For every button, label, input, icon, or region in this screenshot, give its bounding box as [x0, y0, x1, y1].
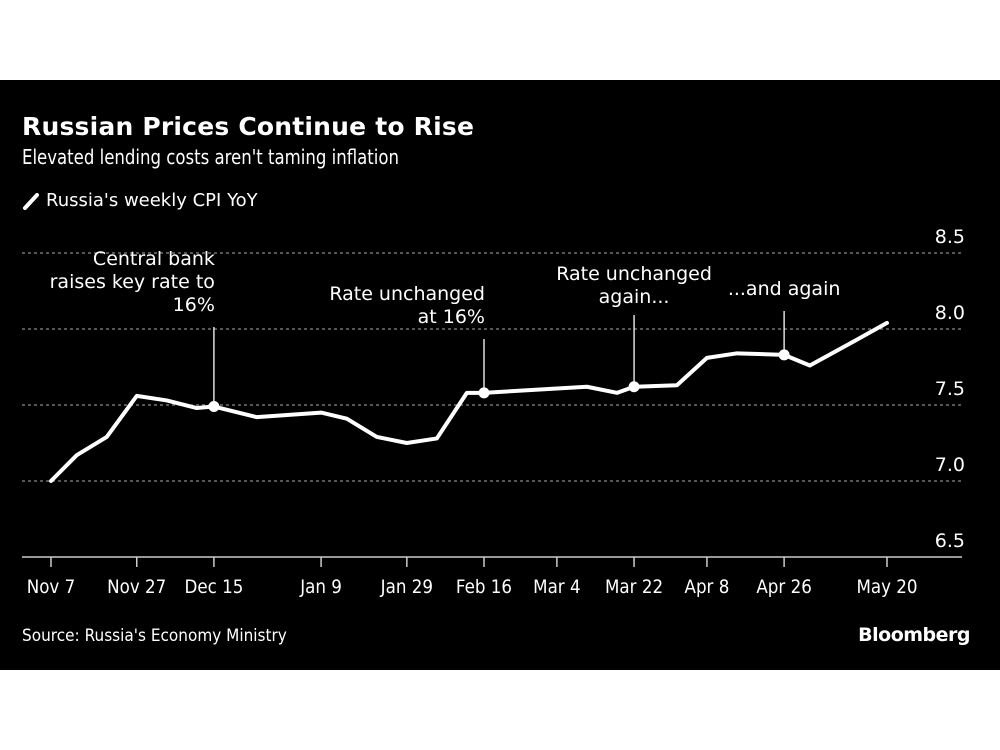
x-tick-label: Nov 7 [27, 576, 76, 598]
annotation-text: at 16% [418, 306, 485, 328]
x-tick-label: Apr 8 [685, 576, 730, 598]
legend-line-icon [23, 192, 39, 210]
y-tick-label: 7.5 [935, 378, 965, 400]
x-tick-label: Feb 16 [456, 576, 512, 598]
x-tick-label: Mar 4 [533, 576, 580, 598]
x-tick-label: May 20 [856, 576, 917, 598]
annotation-marker [208, 401, 220, 413]
chart-title: Russian Prices Continue to Rise [22, 112, 475, 141]
annotation-marker [628, 381, 640, 393]
x-tick-label: Jan 9 [299, 576, 342, 598]
chart-background [0, 80, 1000, 670]
legend-label: Russia's weekly CPI YoY [46, 190, 258, 211]
annotation-text: Rate unchanged [556, 263, 712, 285]
y-tick-label: 7.0 [935, 454, 965, 476]
annotation-text: Central bank [93, 248, 215, 270]
y-tick-label: 6.5 [935, 530, 965, 552]
annotation-text: ...and again [728, 278, 841, 300]
annotation-text: raises key rate to [50, 271, 215, 293]
x-tick-label: Nov 27 [107, 576, 166, 598]
x-tick-label: Jan 29 [380, 576, 433, 598]
annotation-marker [778, 349, 790, 361]
legend: Russia's weekly CPI YoY [22, 190, 258, 211]
x-tick-label: Dec 15 [184, 576, 243, 598]
annotation-text: Rate unchanged [329, 283, 485, 305]
source-note: Source: Russia's Economy Ministry [22, 626, 287, 646]
y-tick-label: 8.0 [935, 302, 965, 324]
y-tick-label: 8.5 [935, 226, 965, 248]
annotation-text: again... [599, 286, 670, 308]
annotation-marker [478, 387, 490, 399]
bloomberg-logo: Bloomberg [858, 624, 970, 646]
series-line-cpi [49, 320, 889, 483]
x-tick-label: Apr 26 [756, 576, 811, 598]
chart-subtitle: Elevated lending costs aren't taming inf… [22, 145, 400, 169]
x-tick-label: Mar 22 [605, 576, 663, 598]
annotation-text: 16% [173, 294, 215, 316]
